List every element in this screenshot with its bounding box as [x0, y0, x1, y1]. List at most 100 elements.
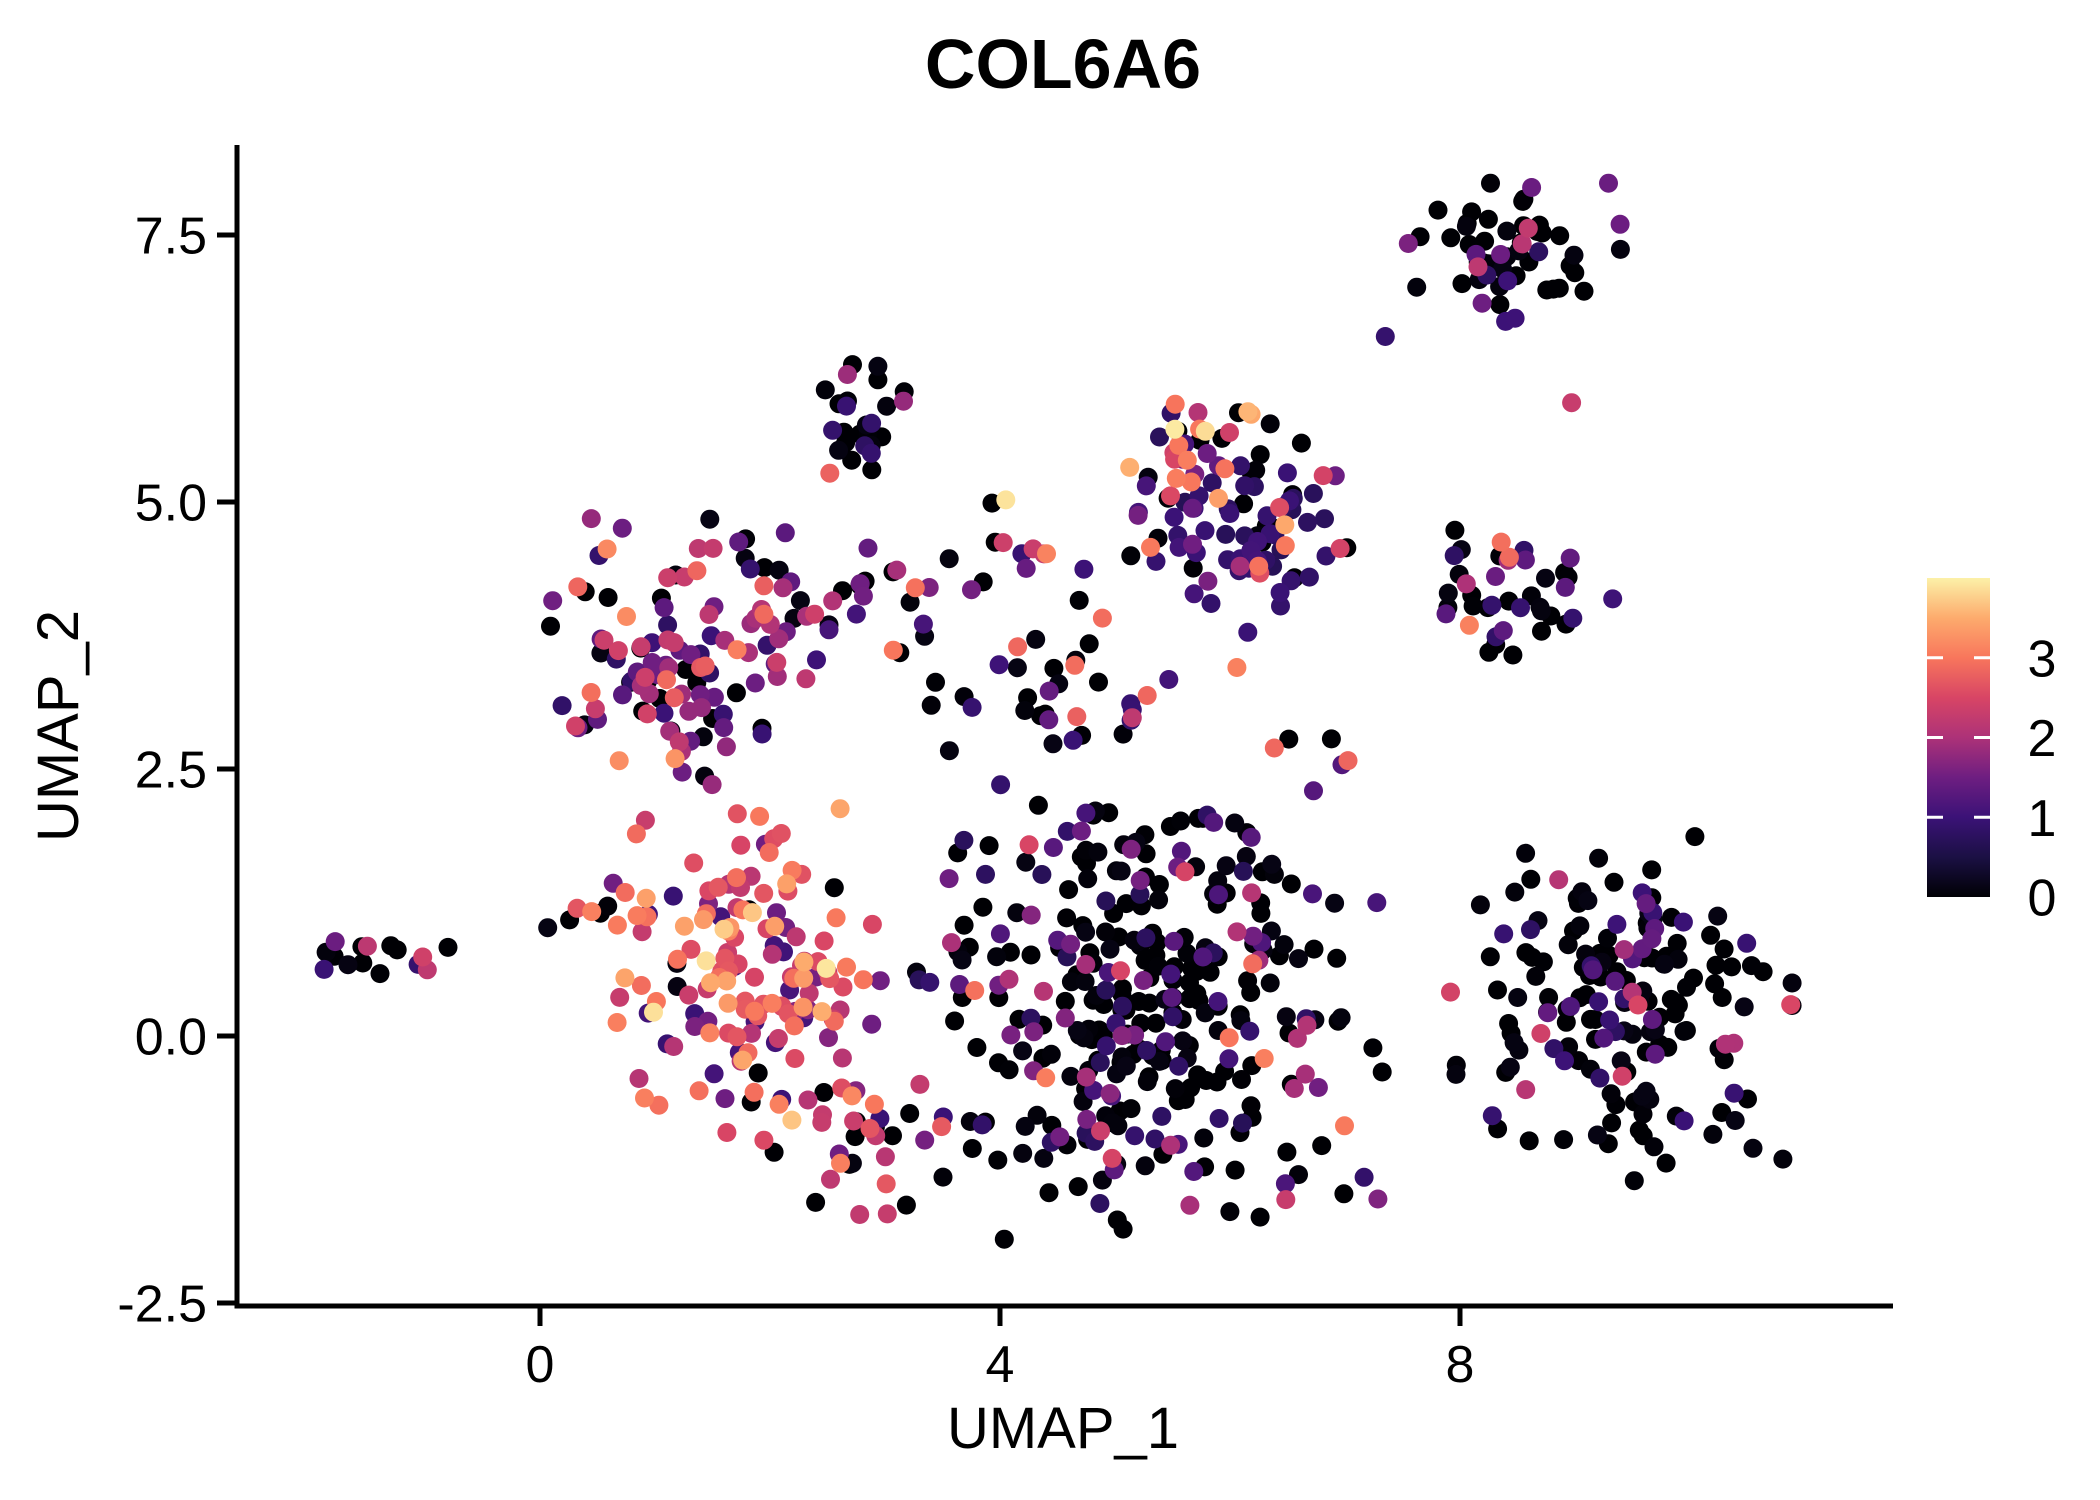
y-tick-label: 0.0	[135, 1009, 207, 1067]
data-point	[807, 650, 826, 670]
data-point	[954, 830, 974, 850]
data-point	[1039, 1183, 1059, 1203]
data-point	[1737, 933, 1757, 953]
data-point	[862, 1014, 882, 1034]
data-point	[731, 835, 751, 855]
data-point	[1604, 872, 1624, 892]
data-point	[1015, 701, 1035, 720]
data-point	[1628, 995, 1648, 1015]
data-point	[1112, 1026, 1132, 1046]
data-point	[967, 1038, 987, 1057]
data-point	[1276, 1007, 1296, 1027]
data-point	[695, 656, 715, 676]
data-point	[1216, 524, 1236, 544]
data-point	[1629, 1120, 1649, 1140]
data-point	[1209, 488, 1228, 508]
data-point	[798, 1090, 818, 1110]
data-point	[745, 967, 764, 987]
colorbar-ticks	[1927, 656, 1990, 819]
data-point	[976, 864, 995, 884]
data-point	[1594, 1028, 1614, 1048]
data-point	[1315, 509, 1334, 529]
data-point	[1219, 1028, 1239, 1048]
data-point	[713, 704, 733, 724]
data-point	[1578, 891, 1598, 911]
data-point	[1136, 928, 1156, 948]
data-point	[1270, 583, 1290, 602]
data-point	[1254, 1049, 1274, 1068]
data-point	[769, 629, 789, 649]
data-point	[820, 463, 840, 483]
data-point	[1325, 893, 1345, 913]
data-point	[674, 916, 694, 936]
data-point	[1656, 1153, 1676, 1173]
data-point	[1141, 537, 1160, 557]
data-point	[631, 976, 651, 995]
data-point	[1013, 1041, 1033, 1061]
data-point	[708, 877, 728, 897]
data-point	[1452, 274, 1472, 294]
data-point	[609, 751, 629, 771]
data-point	[699, 605, 719, 624]
data-point	[1096, 891, 1116, 911]
data-point	[1260, 973, 1280, 993]
data-point	[1116, 894, 1136, 914]
data-point	[1183, 534, 1202, 554]
data-point	[1227, 922, 1247, 942]
data-point	[1122, 708, 1142, 728]
data-point	[1089, 672, 1108, 692]
data-point	[1175, 862, 1195, 882]
data-point	[826, 908, 846, 928]
data-point	[1027, 1105, 1047, 1125]
data-point	[1313, 466, 1333, 486]
data-point	[767, 652, 787, 672]
data-point	[1076, 955, 1096, 974]
data-point	[1090, 1194, 1110, 1213]
data-point	[1462, 202, 1482, 222]
data-point	[1034, 981, 1053, 1001]
data-point	[762, 993, 782, 1013]
data-point	[1642, 1010, 1662, 1029]
data-point	[864, 1094, 884, 1114]
data-point	[1276, 1190, 1296, 1210]
data-point	[1149, 875, 1169, 894]
data-point	[1171, 841, 1191, 861]
data-point	[1197, 444, 1217, 463]
data-point	[665, 749, 685, 769]
data-point	[829, 440, 849, 460]
data-point	[954, 915, 974, 935]
data-point	[1065, 655, 1085, 675]
data-point	[742, 1023, 761, 1043]
data-point	[1334, 1184, 1354, 1204]
data-point	[926, 672, 945, 692]
data-point	[1260, 414, 1280, 434]
data-point	[726, 683, 746, 703]
data-point	[727, 804, 747, 824]
data-point	[1036, 1068, 1056, 1088]
data-point	[1701, 925, 1721, 945]
data-point	[696, 951, 716, 971]
data-point	[1128, 505, 1148, 525]
data-point	[832, 1048, 852, 1068]
data-point	[939, 869, 959, 889]
data-point	[1482, 595, 1502, 615]
y-axis-ticks: -2.5 0.0 2.5 5.0 7.5	[117, 208, 237, 1334]
data-point	[1161, 486, 1180, 506]
data-point	[615, 968, 635, 988]
data-point	[1021, 945, 1041, 965]
data-point	[413, 947, 433, 967]
data-point	[538, 918, 558, 938]
data-point	[1511, 598, 1530, 618]
data-point	[846, 604, 866, 624]
data-point	[1275, 1174, 1295, 1194]
data-point	[1275, 515, 1295, 535]
data-point	[999, 1060, 1019, 1080]
data-point	[1165, 394, 1185, 414]
data-point	[700, 1023, 720, 1043]
data-point	[1240, 1021, 1260, 1041]
data-point	[1015, 1116, 1035, 1136]
data-point	[785, 1049, 805, 1068]
data-point	[814, 931, 834, 951]
data-point	[1505, 308, 1525, 328]
data-point	[1024, 1022, 1044, 1042]
